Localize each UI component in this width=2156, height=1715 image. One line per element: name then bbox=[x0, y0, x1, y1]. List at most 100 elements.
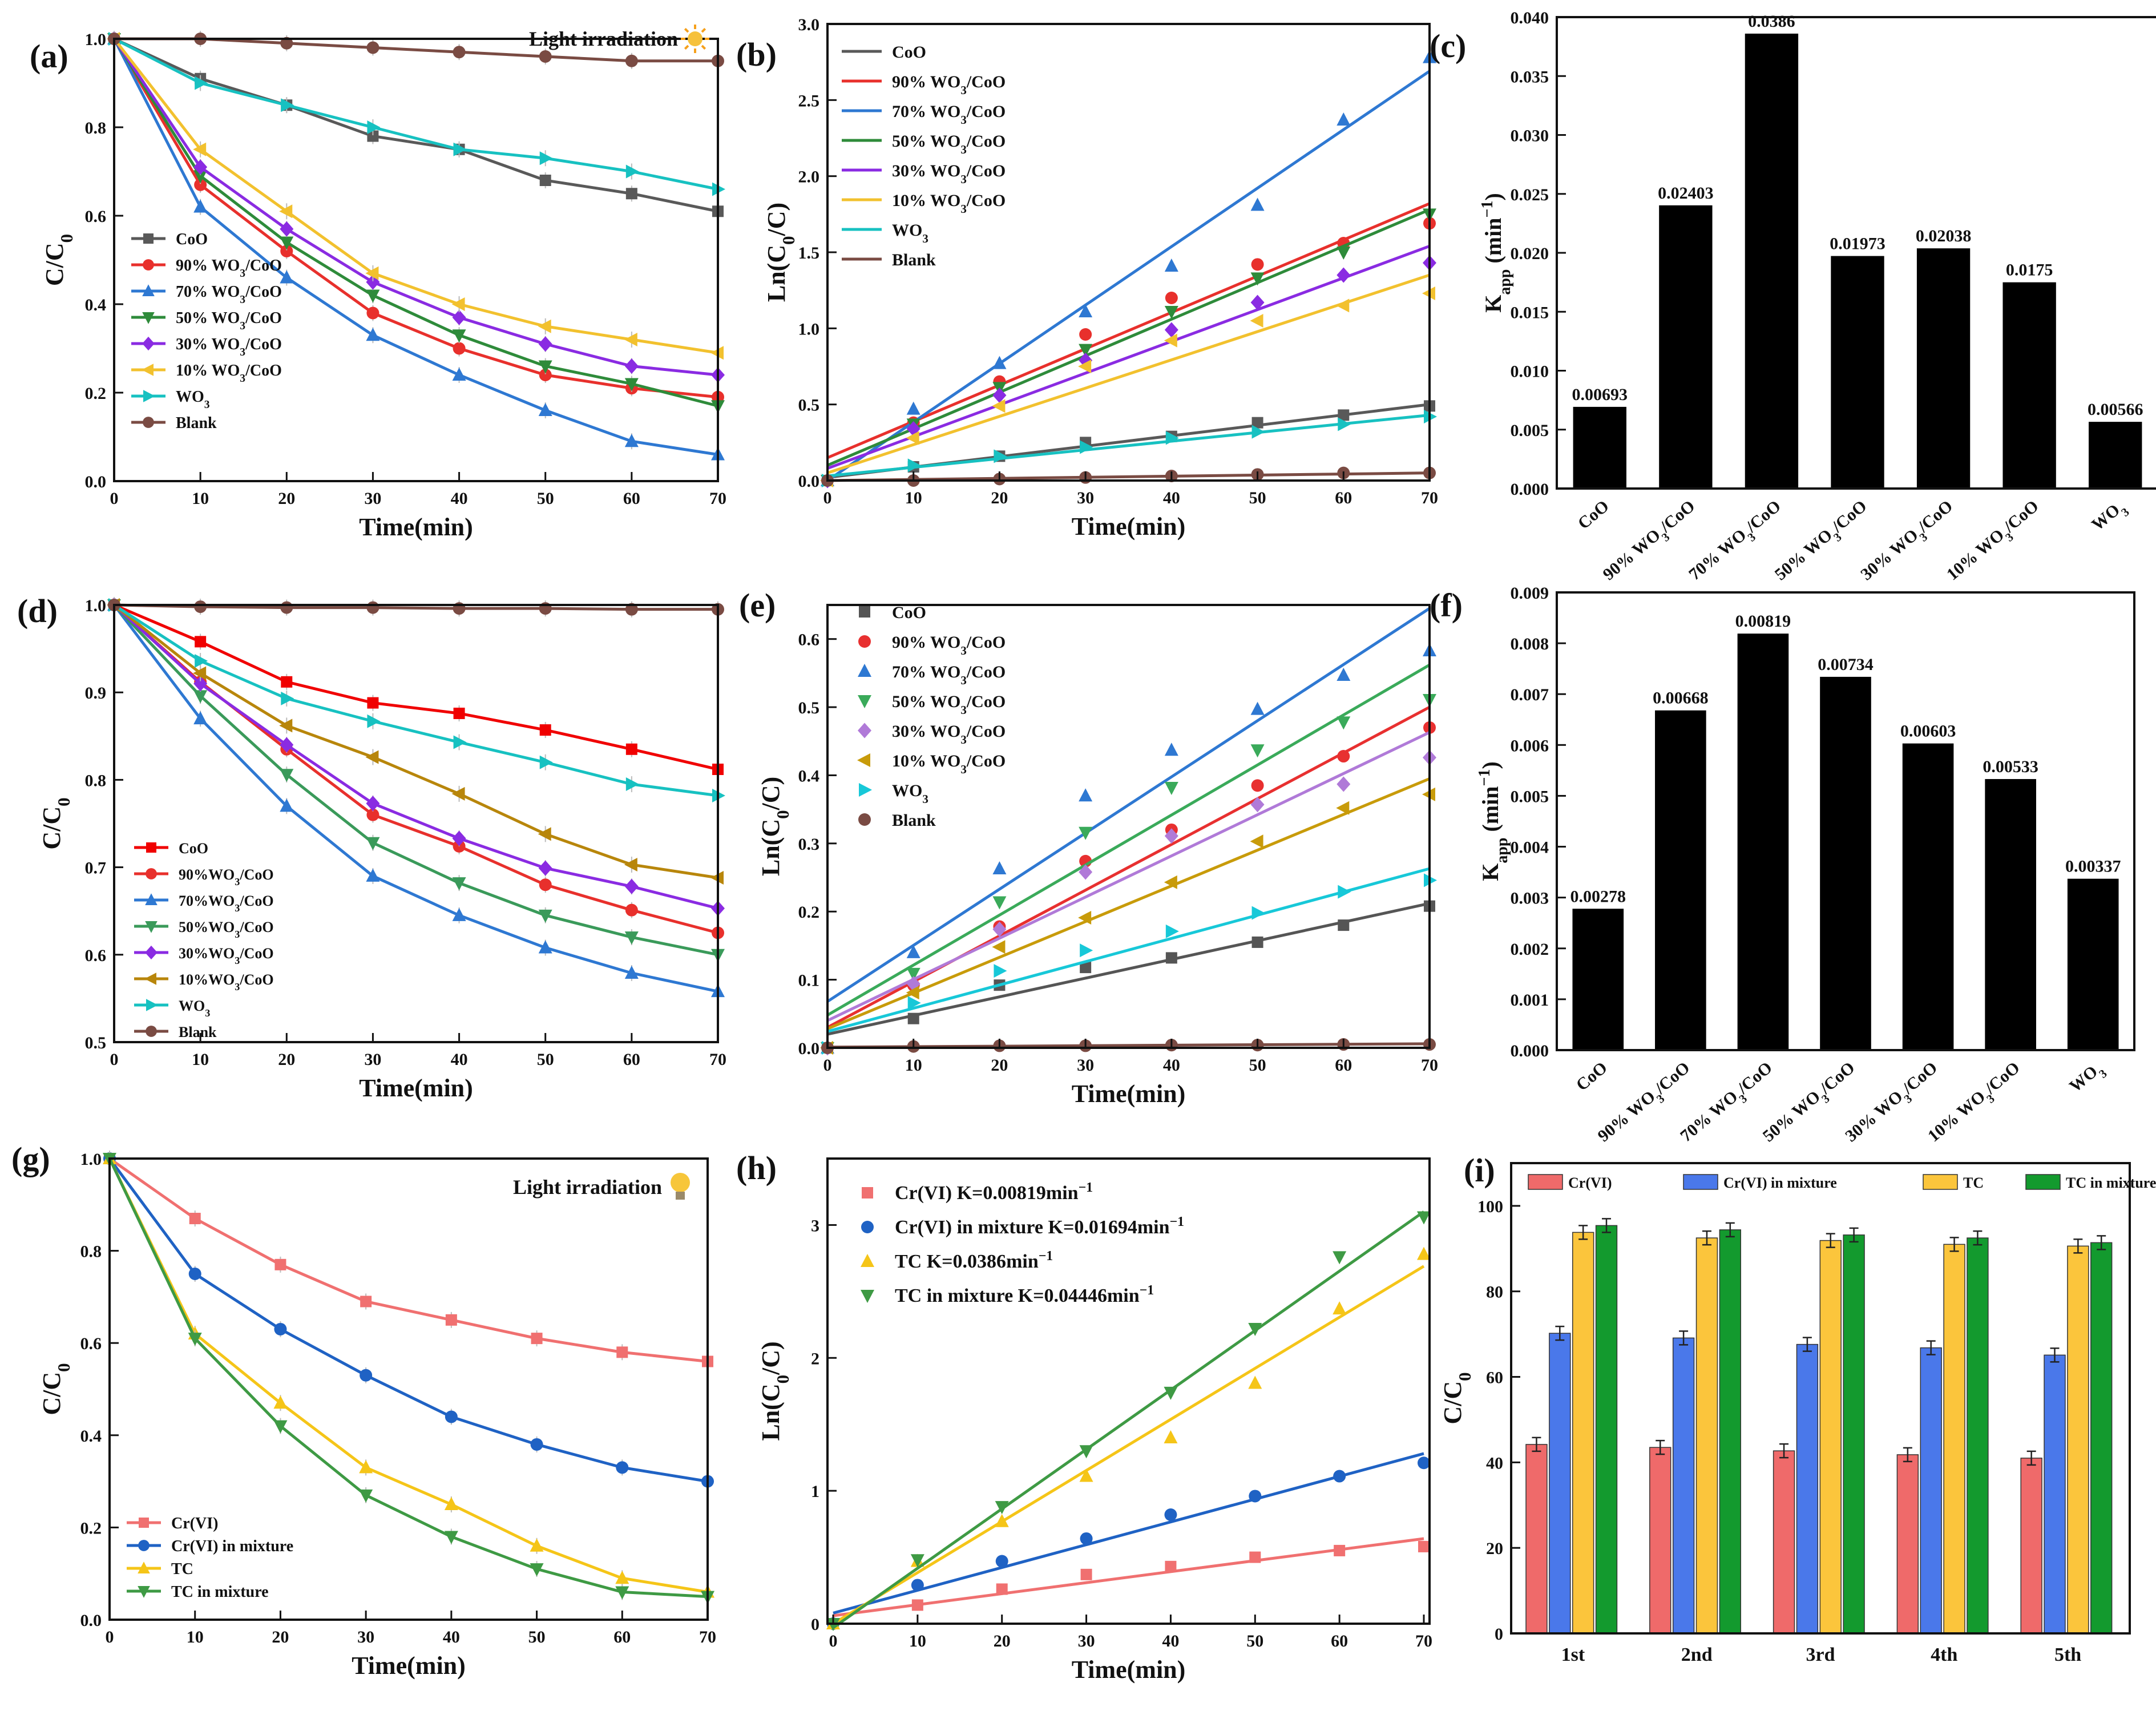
svg-text:Kapp (min−1): Kapp (min−1) bbox=[1479, 193, 1514, 313]
bar-value-label: 0.00819 bbox=[1735, 612, 1791, 631]
data-point bbox=[624, 931, 639, 945]
legend-label: Blank bbox=[892, 251, 936, 269]
data-point bbox=[539, 151, 553, 166]
y-tick-label: 0 bbox=[1495, 1625, 1503, 1644]
data-point bbox=[1333, 1251, 1347, 1265]
data-point bbox=[992, 861, 1007, 875]
series-line bbox=[108, 1157, 708, 1593]
y-tick-label: 0.4 bbox=[80, 1427, 102, 1446]
x-tick-label: 40 bbox=[1163, 489, 1180, 507]
data-point bbox=[1417, 1211, 1431, 1225]
y-tick-label: 0.025 bbox=[1511, 185, 1549, 204]
data-point bbox=[907, 1012, 919, 1024]
data-point bbox=[366, 808, 379, 821]
data-point bbox=[1078, 910, 1092, 925]
x-tick-label: 20 bbox=[991, 489, 1008, 507]
svg-text:Ln(C0/C): Ln(C0/C) bbox=[757, 777, 793, 876]
y-tick-label: 0.8 bbox=[85, 771, 107, 790]
x-axis-label: Time(min) bbox=[359, 1074, 473, 1102]
data-point bbox=[1336, 298, 1350, 313]
legend-label: WO3 bbox=[179, 998, 210, 1019]
legend-marker bbox=[143, 233, 154, 244]
data-point bbox=[625, 743, 637, 755]
legend-label: Blank bbox=[179, 1024, 217, 1040]
data-point bbox=[1165, 431, 1179, 445]
y-tick-label: 40 bbox=[1486, 1454, 1503, 1472]
fit-line bbox=[827, 244, 1430, 470]
data-point bbox=[616, 1461, 629, 1474]
legend-marker bbox=[142, 364, 154, 376]
data-point bbox=[910, 1554, 924, 1568]
legend-marker bbox=[139, 1518, 149, 1528]
y-tick-label: 0.007 bbox=[1511, 685, 1549, 704]
fit-line bbox=[826, 731, 1431, 1022]
data-point bbox=[539, 724, 551, 736]
svg-text:10% WO3/CoO: 10% WO3/CoO bbox=[1943, 497, 2046, 588]
annotation-text: Light irradiation bbox=[529, 27, 678, 50]
x-tick-label: 0 bbox=[110, 1050, 119, 1069]
data-point bbox=[1250, 294, 1265, 310]
y-tick-label: 0.8 bbox=[80, 1242, 102, 1261]
bar bbox=[1573, 406, 1626, 489]
legend: CoO 90%WO3/CoO 70%WO3/CoO 50%WO3/CoO 30%WO3/… bbox=[134, 840, 274, 1040]
y-tick-label: 0.1 bbox=[798, 971, 820, 990]
data-point bbox=[624, 378, 639, 392]
data-point bbox=[1250, 701, 1265, 715]
y-tick-label: 3.0 bbox=[798, 15, 820, 34]
data-point bbox=[615, 1571, 629, 1584]
y-axis-label: Kapp (min−1) bbox=[1479, 193, 1514, 313]
data-point bbox=[992, 388, 1007, 403]
x-tick-label: 70 bbox=[709, 1050, 726, 1069]
legend-label: CoO bbox=[892, 603, 926, 622]
data-point bbox=[625, 603, 638, 616]
legend-marker bbox=[142, 312, 155, 324]
data-point bbox=[539, 175, 551, 186]
x-tick-label: 70 bbox=[1415, 1632, 1432, 1651]
data-point bbox=[1164, 781, 1178, 795]
bar-value-label: 0.00566 bbox=[2088, 400, 2143, 419]
data-point bbox=[1338, 417, 1351, 431]
legend-label: WO3 bbox=[176, 388, 210, 411]
data-point bbox=[994, 449, 1007, 463]
x-tick-label: 50 bbox=[1249, 489, 1266, 507]
series-line bbox=[114, 603, 718, 771]
data-point bbox=[1080, 943, 1093, 958]
annotation: Light irradiation bbox=[529, 25, 709, 53]
data-point bbox=[1251, 417, 1263, 429]
x-tick-label: 50 bbox=[537, 489, 554, 508]
legend-marker bbox=[858, 695, 871, 708]
legend-label: Cr(VI) bbox=[1568, 1175, 1612, 1191]
data-point bbox=[453, 707, 465, 719]
fit-line bbox=[827, 777, 1430, 1030]
data-point bbox=[1337, 112, 1351, 126]
data-point bbox=[539, 878, 552, 891]
data-point bbox=[280, 236, 294, 250]
data-point bbox=[281, 691, 294, 705]
y-tick-label: 1.0 bbox=[798, 320, 820, 338]
y-tick-label: 0.9 bbox=[85, 684, 107, 703]
legend-marker bbox=[859, 783, 872, 797]
bar bbox=[2020, 1458, 2042, 1634]
data-point bbox=[280, 221, 294, 237]
y-tick-label: 0.0 bbox=[85, 473, 107, 491]
data-point bbox=[366, 41, 379, 54]
svg-text:C/C0: C/C0 bbox=[38, 797, 74, 849]
data-point bbox=[539, 369, 552, 381]
y-tick-label: 0.020 bbox=[1511, 244, 1549, 263]
legend-label: Cr(VI) in mixture bbox=[171, 1538, 293, 1555]
chart-c: (c) 0.00693 CoO 0.02403 90% WO3/CoO 0.0386 70%… bbox=[1430, 9, 2156, 588]
legend-label: CoO bbox=[892, 43, 926, 62]
data-point bbox=[1337, 667, 1351, 681]
y-tick-label: 0.4 bbox=[798, 766, 820, 785]
data-point bbox=[273, 1420, 288, 1434]
legend-swatch bbox=[1923, 1174, 1958, 1190]
bar-value-label: 0.0175 bbox=[2006, 261, 2053, 280]
legend-marker bbox=[861, 1254, 874, 1267]
data-point bbox=[538, 940, 552, 954]
series-line bbox=[108, 1157, 708, 1483]
data-point bbox=[992, 896, 1007, 910]
data-point bbox=[1250, 834, 1263, 849]
y-axis-label: Ln(C0/C) bbox=[762, 203, 798, 302]
fit-line bbox=[826, 70, 1431, 482]
data-point bbox=[1333, 1470, 1346, 1483]
